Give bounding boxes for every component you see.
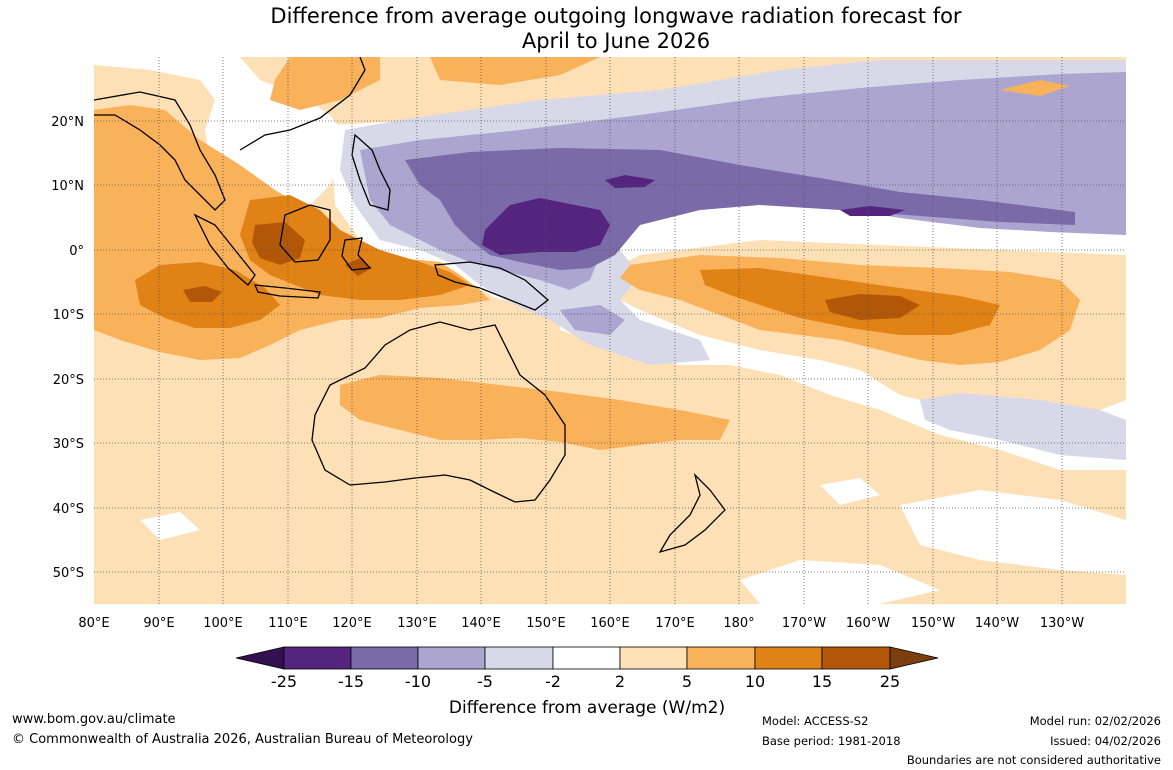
lon-label: 130°W	[1040, 616, 1084, 631]
lon-label: 160°E	[590, 616, 630, 631]
colorbar-extend-low	[235, 646, 285, 670]
lat-label: 20°S	[53, 373, 84, 388]
anomaly-shading	[94, 57, 1126, 604]
lon-label: 180°	[723, 616, 754, 631]
colorbar-label: Difference from average (W/m2)	[449, 698, 725, 718]
shade-negative-15b	[605, 175, 655, 188]
lat-label: 50°S	[53, 566, 84, 581]
lon-label: 170°W	[782, 616, 826, 631]
colorbar-tick: 15	[812, 672, 832, 691]
chart-title: Difference from average outgoing longwav…	[0, 4, 1173, 54]
lon-label: 90°E	[143, 616, 174, 631]
base-period-text: Base period: 1981-2018	[762, 734, 901, 748]
colorbar-bin	[484, 646, 554, 670]
coast-china	[239, 57, 366, 151]
coast-sulawesi	[341, 237, 372, 271]
lon-label: 160°W	[846, 616, 890, 631]
coast-new-guinea	[434, 261, 550, 311]
colorbar-tick: -25	[271, 672, 297, 691]
title-line-1: Difference from average outgoing longwav…	[270, 4, 962, 28]
coast-sumatra	[193, 213, 256, 286]
colorbar: -25 -15 -10 -5 -2 2 5 10 15 25 Differenc…	[235, 646, 939, 718]
lon-label: 80°E	[78, 616, 109, 631]
longitude-labels: 80°E 90°E 100°E 110°E 120°E 130°E 140°E …	[78, 616, 1084, 631]
lon-label: 140°W	[975, 616, 1019, 631]
website-link[interactable]: www.bom.gov.au/climate	[12, 712, 176, 727]
colorbar-tick: 2	[615, 672, 625, 691]
colorbar-bin	[552, 646, 621, 670]
coast-borneo	[279, 204, 331, 263]
colorbar-tick: -10	[405, 672, 431, 691]
shade-negative-15	[482, 198, 610, 255]
coastlines	[94, 57, 726, 554]
lon-label: 110°E	[268, 616, 308, 631]
model-run-text: Model run: 02/02/2026	[1029, 714, 1161, 728]
lon-label: 140°E	[461, 616, 501, 631]
shade-negative-5c	[560, 305, 625, 335]
colorbar-tick: 5	[682, 672, 692, 691]
issued-text: Issued: 04/02/2026	[1050, 734, 1161, 748]
coast-australia	[311, 321, 566, 503]
title-line-2: April to June 2026	[521, 29, 711, 53]
colorbar-bin	[417, 646, 486, 670]
shade-negative-2b	[920, 393, 1126, 460]
model-text: Model: ACCESS-S2	[762, 714, 869, 728]
colorbar-tick: -5	[477, 672, 493, 691]
shade-negative-5b	[965, 88, 1126, 140]
lat-label: 20°N	[51, 115, 84, 130]
colorbar-tick: -15	[338, 672, 364, 691]
copyright-text: © Commonwealth of Australia 2026, Austra…	[12, 732, 473, 747]
graticule	[94, 57, 1126, 604]
colorbar-bin	[754, 646, 823, 670]
lon-label: 120°E	[332, 616, 372, 631]
lon-label: 170°E	[655, 616, 695, 631]
lat-label: 10°N	[51, 179, 84, 194]
coast-java	[253, 284, 321, 299]
coast-new-zealand	[658, 472, 726, 554]
colorbar-tick: -2	[545, 672, 561, 691]
lat-label: 0°	[69, 244, 84, 259]
colorbar-tick: 10	[745, 672, 765, 691]
lon-label: 150°E	[526, 616, 566, 631]
latitude-labels: 20°N 10°N 0° 10°S 20°S 30°S 40°S 50°S	[51, 115, 84, 581]
coast-philippines	[351, 133, 391, 211]
lat-label: 30°S	[53, 437, 84, 452]
lat-label: 40°S	[53, 502, 84, 517]
colorbar-bin	[350, 646, 419, 670]
coast-se-asia	[94, 91, 226, 211]
shade-negative-15c	[840, 206, 905, 216]
lon-label: 100°E	[203, 616, 243, 631]
lat-label: 10°S	[53, 308, 84, 323]
colorbar-bin	[821, 646, 891, 670]
colorbar-bin	[619, 646, 688, 670]
lon-label: 130°E	[397, 616, 437, 631]
colorbar-bin	[283, 646, 352, 670]
shade-positive-15	[183, 222, 920, 320]
disclaimer-text: Boundaries are not considered authoritat…	[906, 753, 1161, 767]
colorbar-tick: 25	[880, 672, 900, 691]
colorbar-extend-high	[889, 646, 939, 670]
colorbar-bin	[686, 646, 756, 670]
lon-label: 150°W	[911, 616, 955, 631]
